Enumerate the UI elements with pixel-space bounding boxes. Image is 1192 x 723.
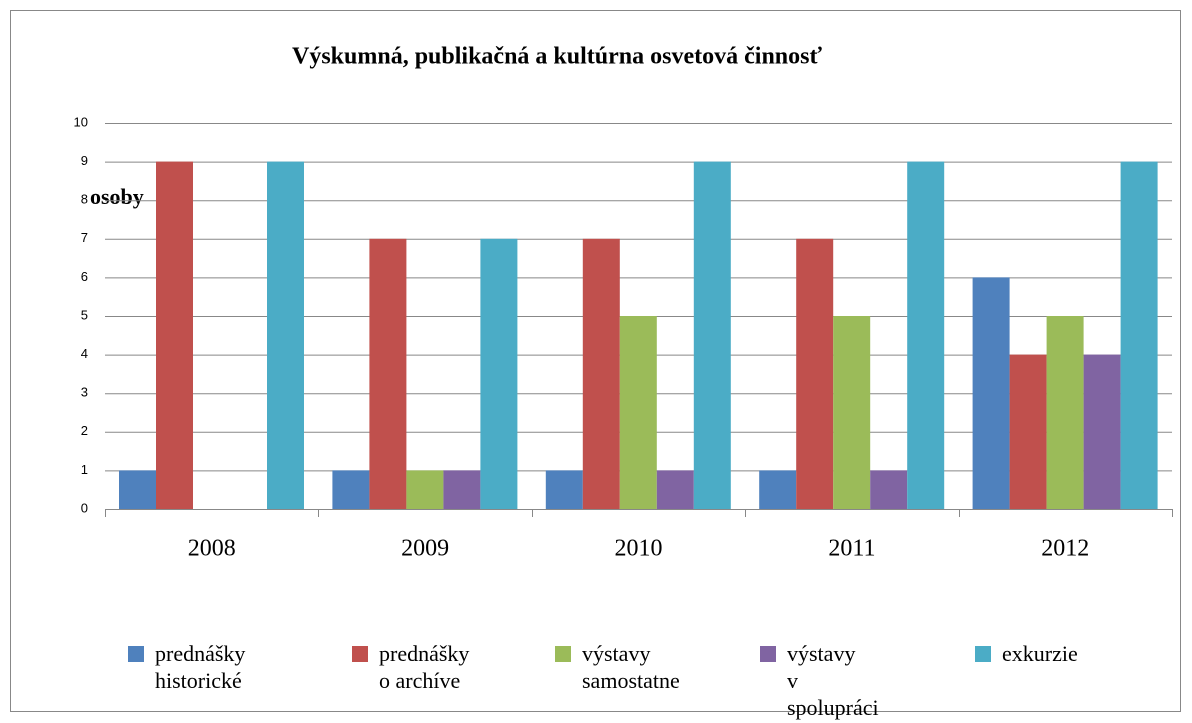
bar [156,161,193,509]
chart-title: Výskumná, publikačná a kultúrna osvetová… [292,44,822,70]
bar [267,161,304,509]
bar [369,238,407,510]
y-tick-label: 7 [81,230,88,245]
legend-label: exkurzie [1002,641,1078,666]
bar [443,470,481,509]
bar [119,470,156,509]
legend-label: prednášky historické [155,641,246,693]
bar [656,470,694,509]
x-tick-label: 2010 [615,536,663,562]
legend-item: výstavy v spolupráci [760,640,879,721]
y-tick-label: 5 [81,307,88,322]
legend-label: výstavy samostatne [582,641,680,693]
y-tick-label: 3 [81,385,88,400]
legend-swatch [760,646,776,662]
legend-item: prednášky historické [128,640,260,694]
x-tick-label: 2011 [828,536,875,562]
bar [582,238,620,510]
bar [870,470,908,509]
legend-label: prednášky o archíve [379,641,470,693]
bar [332,470,370,509]
bar [1083,354,1121,509]
legend-swatch [352,646,368,662]
legend-swatch [128,646,144,662]
y-tick-label: 6 [81,269,88,284]
chart-border [10,10,1181,712]
bar [1120,161,1158,509]
y-tick-label: 4 [81,346,88,361]
y-tick-label: 8 [81,192,88,207]
bar [833,316,871,509]
x-tick-label: 2008 [188,536,236,562]
legend-item: výstavy samostatne [555,640,687,694]
legend-item: exkurzie [975,640,1107,667]
bar [907,161,945,509]
bar [796,238,834,510]
y-tick-label: 2 [81,423,88,438]
bar [619,316,657,509]
bar [480,238,518,510]
bar [1009,354,1047,509]
legend-label: výstavy v spolupráci [787,641,879,720]
legend-swatch [975,646,991,662]
x-tick-label: 2012 [1041,536,1089,562]
bar [406,470,444,509]
bar [693,161,731,509]
bar [545,470,583,509]
y-tick-label: 1 [81,462,88,477]
bar [759,470,797,509]
legend-swatch [555,646,571,662]
bar [1046,316,1084,509]
y-axis-label: osoby [90,184,144,209]
y-tick-label: 0 [81,500,88,515]
y-tick-label: 10 [74,114,88,129]
y-tick-label: 9 [81,153,88,168]
legend-item: prednášky o archíve [352,640,484,694]
bar [972,277,1010,509]
x-tick-label: 2009 [401,536,449,562]
